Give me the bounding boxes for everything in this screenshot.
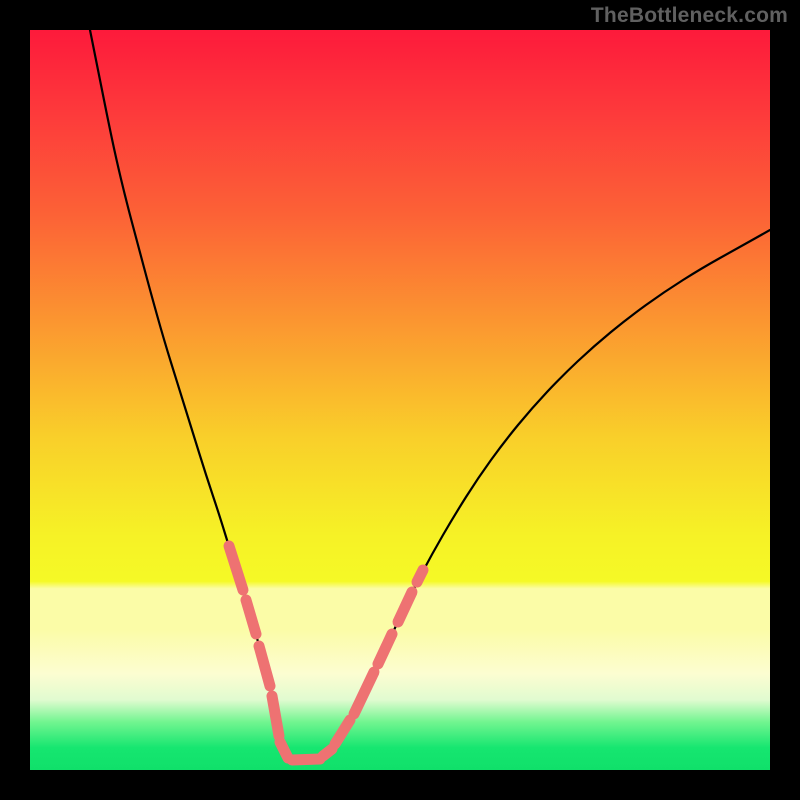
chart-frame: TheBottleneck.com (0, 0, 800, 800)
plot-area (30, 30, 770, 770)
curve-highlight-markers (229, 546, 423, 760)
watermark-text: TheBottleneck.com (591, 4, 788, 28)
curve-layer (30, 30, 770, 770)
bottleneck-curve (90, 30, 770, 760)
